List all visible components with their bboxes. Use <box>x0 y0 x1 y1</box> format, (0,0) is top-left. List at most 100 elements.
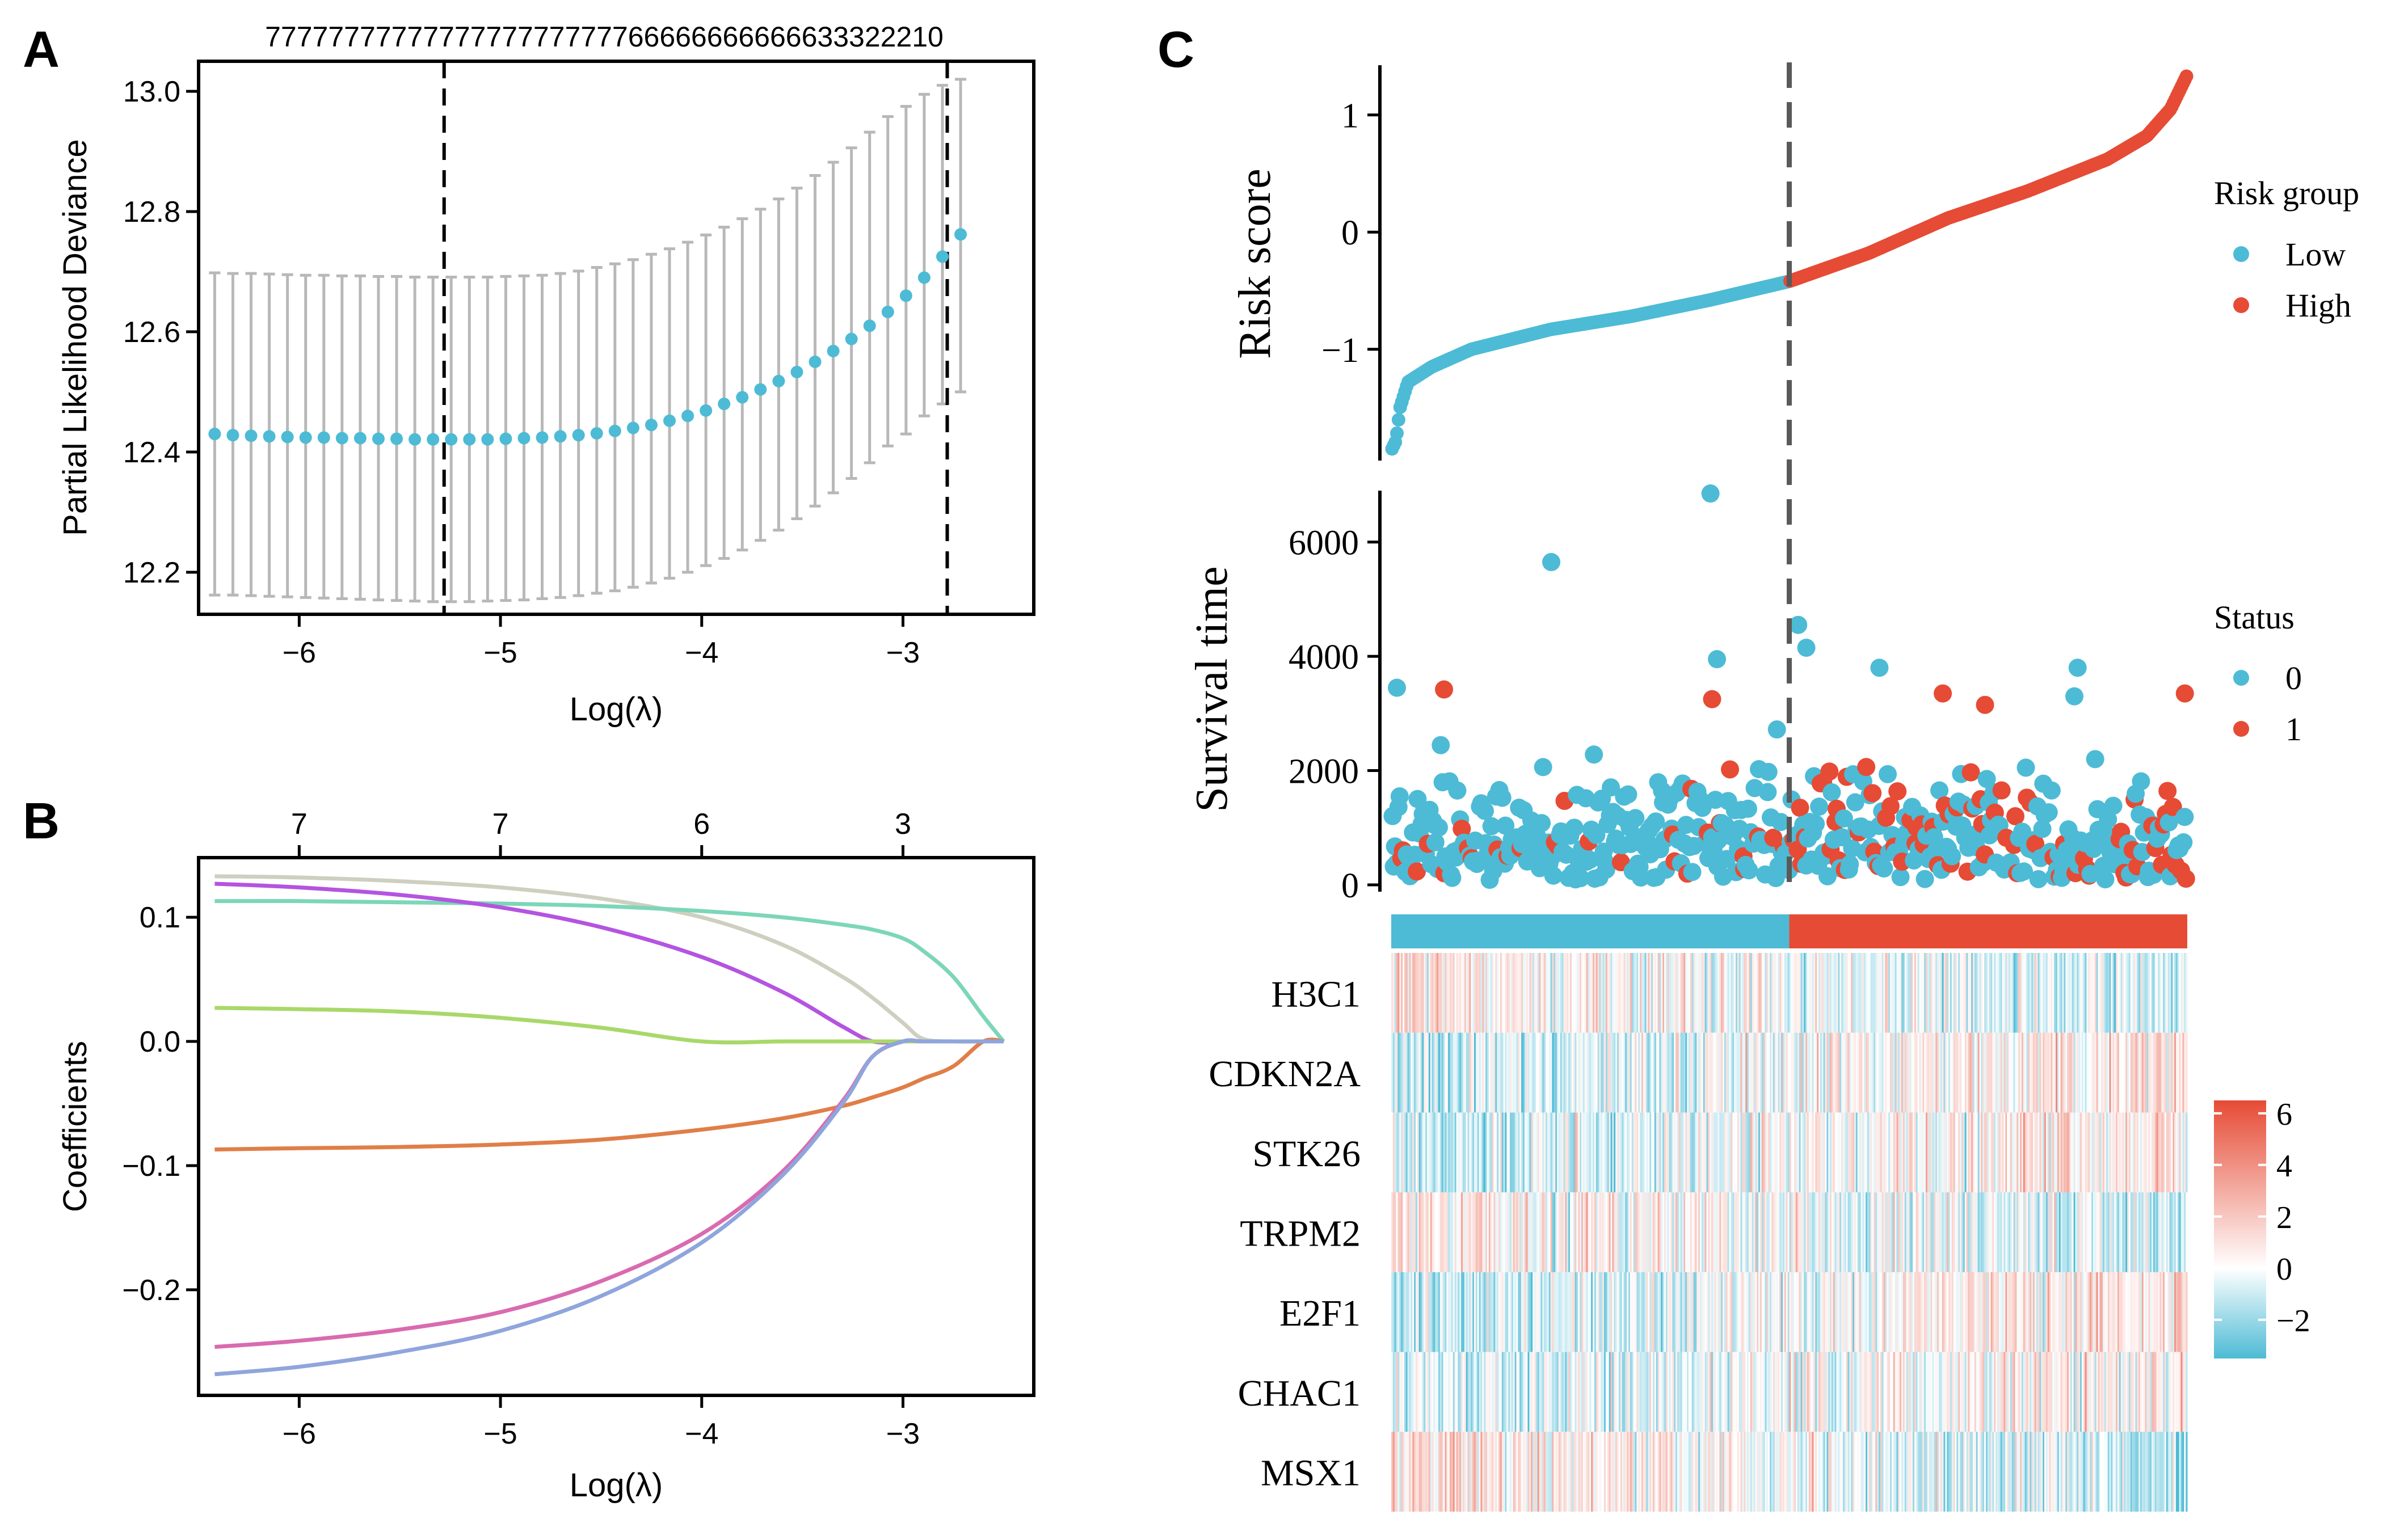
heatmap-cell <box>1919 1352 1922 1432</box>
heatmap-cell <box>1963 953 1965 1033</box>
colorbar-tick-label: −2 <box>2276 1303 2310 1339</box>
heatmap-cell <box>1779 1272 1782 1352</box>
heatmap-cell <box>1776 953 1779 1033</box>
heatmap-cell <box>1454 953 1457 1033</box>
heatmap-cell <box>1575 1032 1577 1113</box>
heatmap-cell <box>1800 1112 1803 1193</box>
heatmap-cell <box>1439 1272 1442 1352</box>
heatmap-cell <box>1581 1272 1584 1352</box>
heatmap-cell <box>1902 953 1905 1033</box>
heatmap-cell <box>1866 1192 1868 1272</box>
heatmap-cell <box>1773 1432 1775 1512</box>
heatmap-cell <box>1533 1112 1535 1193</box>
heatmap-cell <box>1519 953 1522 1033</box>
heatmap-cell <box>2034 1432 2037 1512</box>
heatmap-cell <box>1896 953 1898 1033</box>
heatmap-cell <box>2154 1352 2157 1432</box>
heatmap-cell <box>1992 1032 1994 1113</box>
heatmap-cell <box>1569 1112 1572 1193</box>
heatmap-cell <box>1906 1192 1909 1272</box>
heatmap-cell <box>1396 1192 1399 1272</box>
heatmap-cell <box>1729 1272 1732 1352</box>
heatmap-cell <box>1783 1032 1785 1113</box>
heatmap-cell <box>1527 1112 1530 1193</box>
heatmap-cell <box>1908 1432 1910 1512</box>
survival-point-alive <box>1740 861 1758 880</box>
heatmap-cell <box>2023 1192 2026 1272</box>
heatmap-cell <box>2044 1032 2047 1113</box>
heatmap-cell <box>1867 1272 1870 1352</box>
heatmap-cell <box>1404 1432 1407 1512</box>
heatmap-cell <box>2146 1112 2149 1193</box>
heatmap-cell <box>2130 1032 2133 1113</box>
heatmap-cell <box>1761 1432 1764 1512</box>
heatmap-cell <box>1548 1192 1551 1272</box>
heatmap-cell <box>1437 1352 1439 1432</box>
heatmap-cell <box>1966 1192 1969 1272</box>
survival-point-alive <box>2174 833 2193 852</box>
heatmap-cell <box>1497 1352 1499 1432</box>
heatmap-cell <box>1737 953 1740 1033</box>
heatmap-cell <box>1654 1032 1657 1113</box>
heatmap-cell <box>1982 1352 1985 1432</box>
heatmap-cell <box>1471 1352 1473 1432</box>
heatmap-cell <box>1842 1192 1845 1272</box>
heatmap-cell <box>2057 1432 2060 1512</box>
heatmap-cell <box>1561 1272 1564 1352</box>
heatmap-cell <box>1964 1432 1967 1512</box>
heatmap-cell <box>1472 1112 1475 1193</box>
heatmap-cell <box>1898 1272 1900 1352</box>
heatmap-cell <box>1744 1272 1746 1352</box>
heatmap-cell <box>1963 1032 1965 1113</box>
heatmap-cell <box>1872 1112 1874 1193</box>
heatmap-cell <box>1870 1272 1873 1352</box>
heatmap-cell <box>1960 953 1962 1033</box>
heatmap-cell <box>1864 1032 1866 1113</box>
heatmap-cell <box>1725 1192 1728 1272</box>
heatmap-cell <box>1712 953 1715 1033</box>
heatmap-cell <box>1518 1112 1520 1193</box>
heatmap-cell <box>1446 1112 1449 1193</box>
heatmap-cell <box>1973 1192 1975 1272</box>
panel-b-y-axis: −0.2−0.10.00.1 <box>122 901 199 1307</box>
heatmap-cell <box>1742 1112 1744 1193</box>
heatmap-cell <box>1437 1272 1439 1352</box>
heatmap-cell <box>1526 1432 1529 1512</box>
heatmap-cell <box>1773 953 1775 1033</box>
heatmap-cell <box>1604 953 1606 1033</box>
heatmap-cell <box>1887 1112 1889 1193</box>
heatmap-cell <box>1866 1432 1868 1512</box>
heatmap-cell <box>1834 1432 1837 1512</box>
heatmap-cell <box>1439 1192 1442 1272</box>
heatmap-cell <box>1859 1272 1862 1352</box>
heatmap-cell <box>2127 1112 2129 1193</box>
heatmap-cell <box>2023 953 2026 1033</box>
heatmap-cell <box>2135 1032 2137 1113</box>
heatmap-cell <box>1595 1112 1598 1193</box>
heatmap-cell <box>1958 1352 1960 1432</box>
heatmap-cell <box>2106 1352 2108 1432</box>
heatmap-cell <box>1433 1032 1435 1113</box>
heatmap-cell <box>1929 1112 1931 1193</box>
heatmap-cell <box>1860 1352 1863 1432</box>
heatmap-cell <box>1724 1032 1727 1113</box>
heatmap-cell <box>2064 1192 2066 1272</box>
cv-mean-point <box>608 424 621 437</box>
heatmap-cell <box>1441 1272 1444 1352</box>
heatmap-cell <box>1582 1032 1585 1113</box>
heatmap-cell <box>1974 1432 1977 1512</box>
heatmap-cell <box>2138 1352 2141 1432</box>
heatmap-cell <box>2067 953 2069 1033</box>
heatmap-cell <box>1630 1352 1632 1432</box>
heatmap-cell <box>1812 1352 1815 1432</box>
heatmap-cell <box>1753 1432 1755 1512</box>
heatmap-cell <box>1542 1432 1544 1512</box>
heatmap-cell <box>1690 953 1693 1033</box>
heatmap-cell <box>1693 1192 1696 1272</box>
heatmap-cell <box>1687 953 1689 1033</box>
heatmap-cell <box>2132 953 2135 1033</box>
heatmap-cell <box>1403 1432 1405 1512</box>
heatmap-cell <box>2148 1032 2150 1113</box>
heatmap-cell <box>2174 1112 2176 1193</box>
heatmap-cell <box>2141 1272 2144 1352</box>
